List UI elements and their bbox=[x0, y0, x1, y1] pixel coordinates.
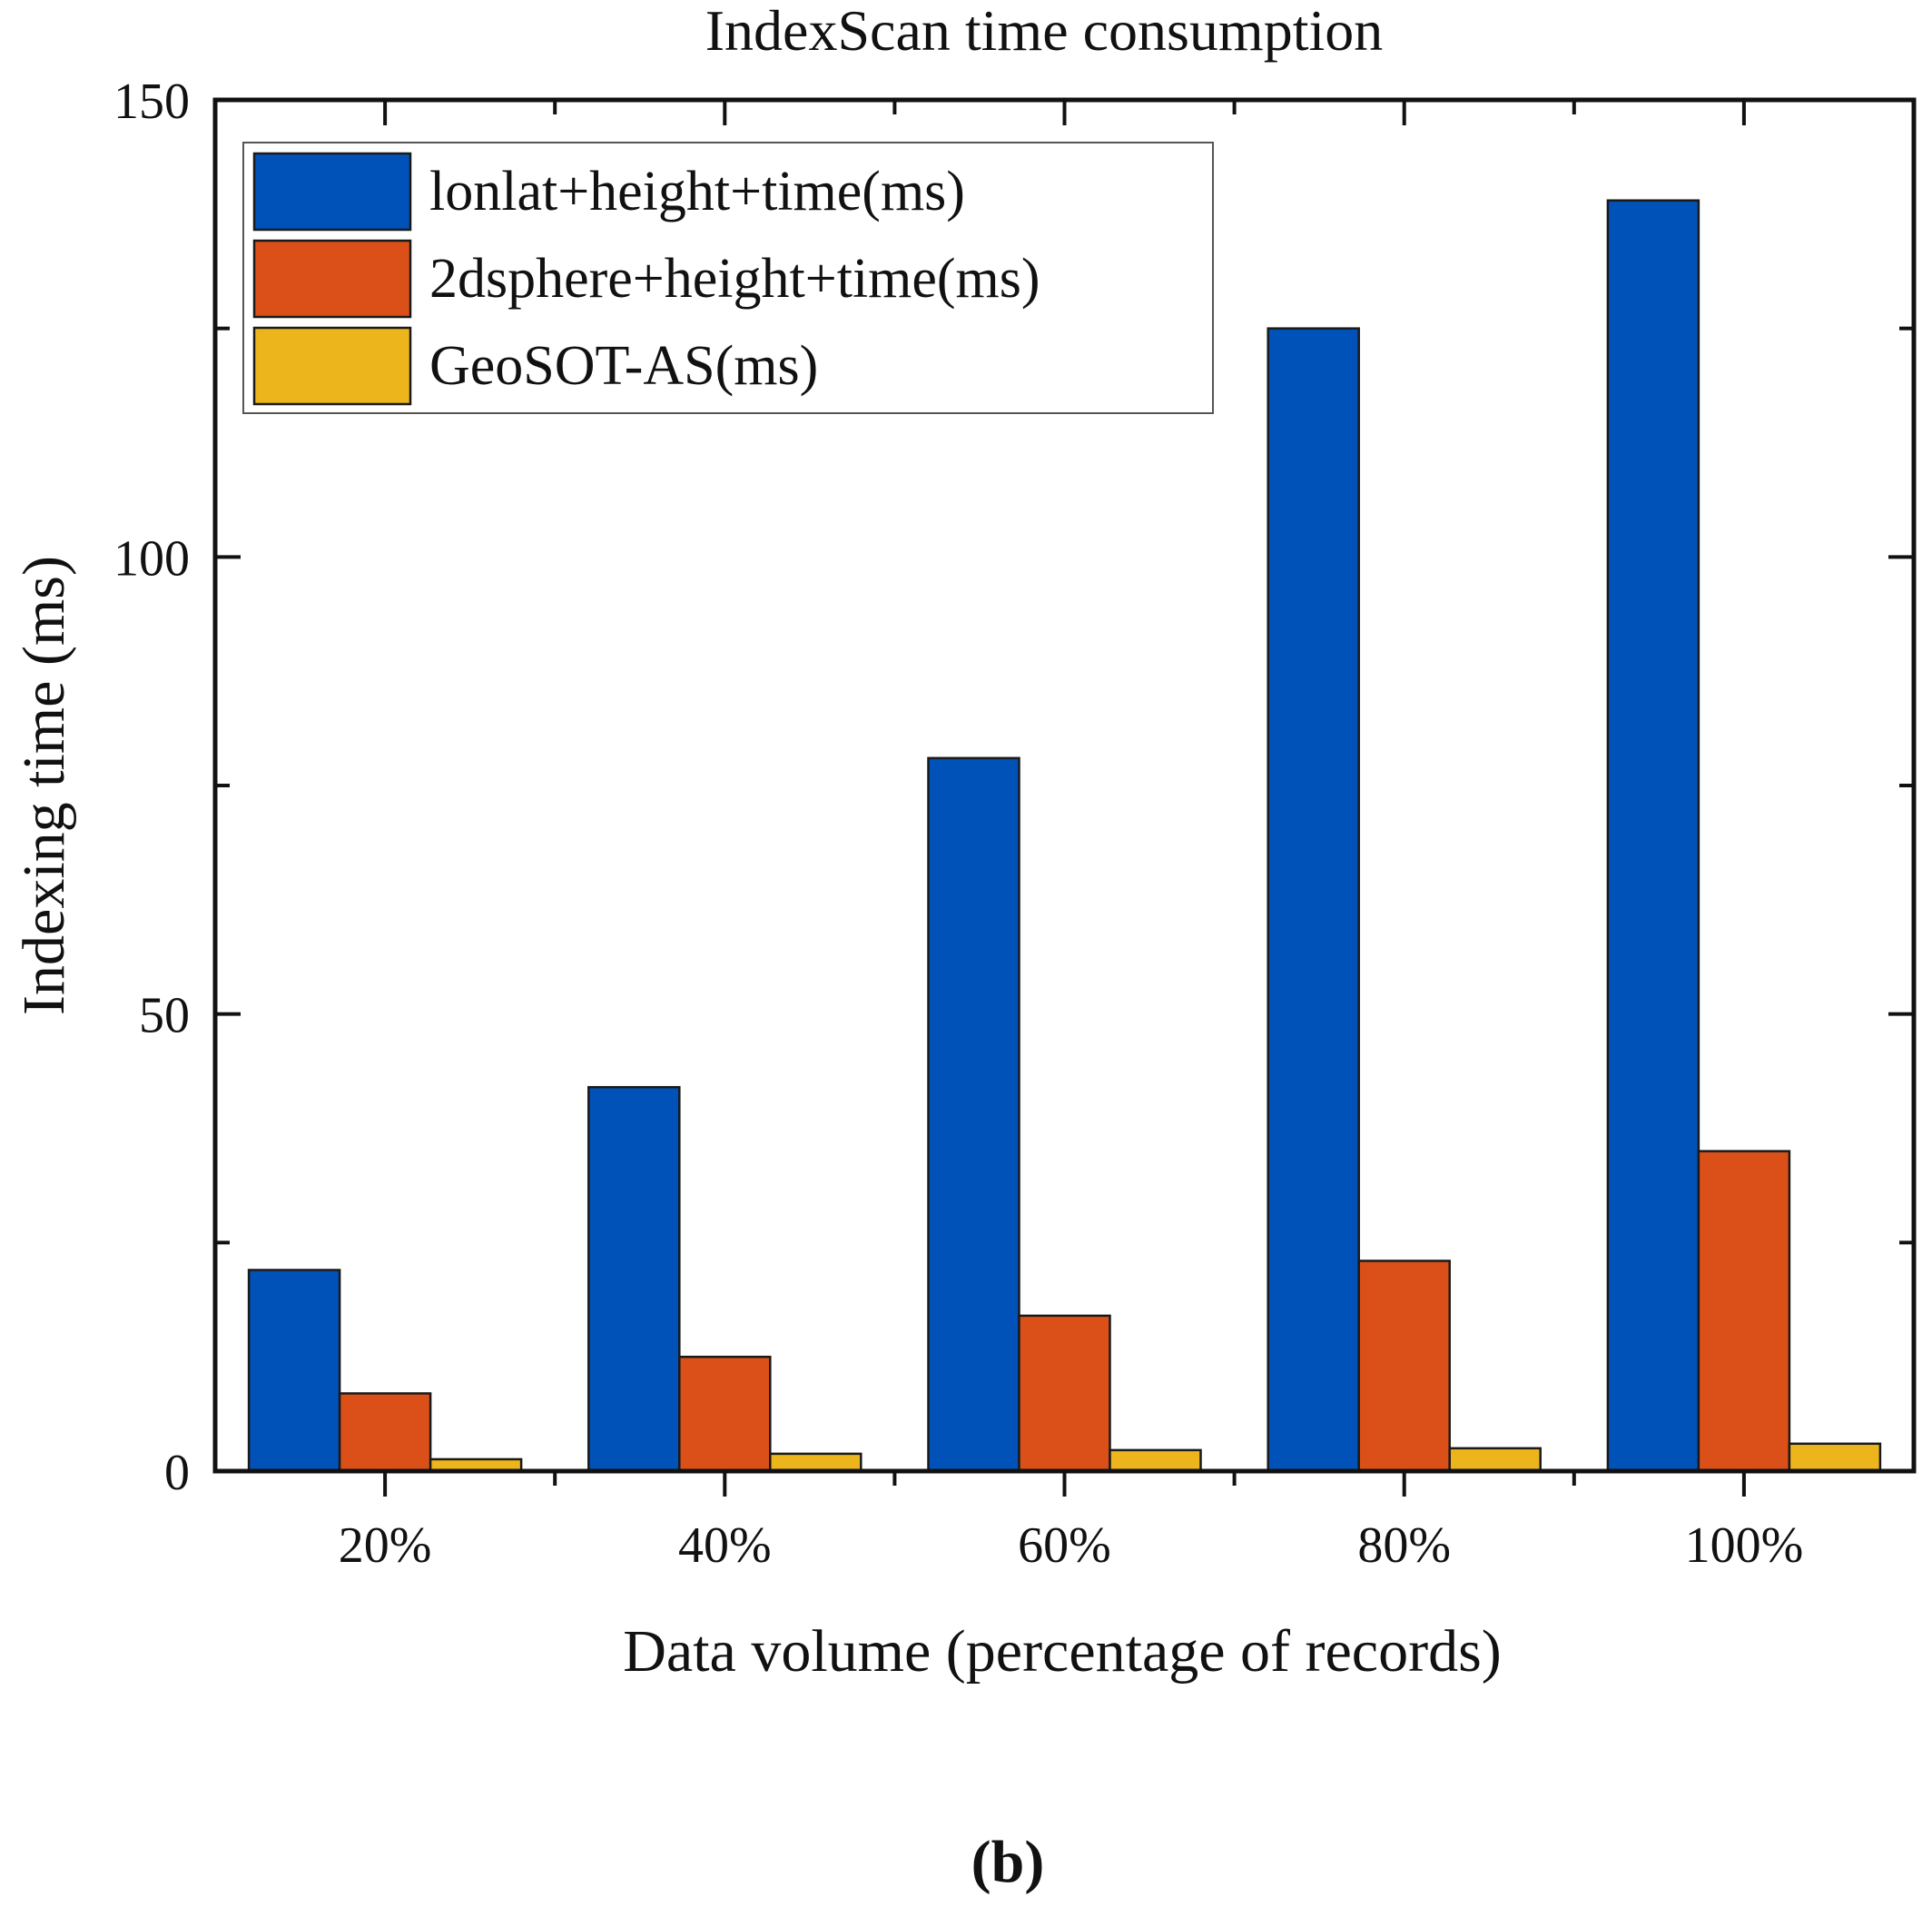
legend-label-3: GeoSOT-AS(ms) bbox=[429, 335, 818, 397]
x-tick-label: 60% bbox=[1018, 1517, 1111, 1574]
bar-series3-60pct bbox=[1109, 1448, 1202, 1473]
bar-series2-40pct bbox=[678, 1355, 772, 1473]
bar-series1-20pct bbox=[247, 1269, 341, 1473]
bar-series2-100pct bbox=[1697, 1150, 1791, 1473]
y-tick-label: 0 bbox=[164, 1445, 190, 1501]
legend-swatch-3 bbox=[252, 326, 412, 406]
legend-label-1: lonlat+height+time(ms) bbox=[429, 161, 965, 222]
figure-caption: (b) bbox=[971, 1829, 1045, 1895]
bar-series3-100pct bbox=[1788, 1442, 1882, 1473]
x-tick-label: 40% bbox=[678, 1517, 772, 1574]
bar-series2-60pct bbox=[1018, 1314, 1111, 1473]
y-tick-label: 150 bbox=[113, 74, 190, 130]
y-tick-label: 100 bbox=[113, 530, 190, 587]
bar-series2-20pct bbox=[338, 1392, 432, 1473]
bar-series2-80pct bbox=[1357, 1260, 1451, 1473]
x-tick-label: 100% bbox=[1685, 1517, 1804, 1574]
bar-series3-40pct bbox=[769, 1452, 862, 1473]
x-axis-label: Data volume (percentage of records) bbox=[623, 1618, 1502, 1685]
y-axis-label: Indexing time (ms) bbox=[11, 556, 77, 1015]
legend-label-2: 2dsphere+height+time(ms) bbox=[429, 248, 1040, 310]
bar-series1-60pct bbox=[927, 756, 1020, 1473]
bar-series3-80pct bbox=[1448, 1447, 1542, 1473]
chart-title: IndexScan time consumption bbox=[705, 0, 1384, 63]
bar-series1-80pct bbox=[1267, 327, 1360, 1473]
x-tick-label: 20% bbox=[339, 1517, 432, 1574]
legend-swatch-1 bbox=[252, 152, 412, 232]
bar-series1-40pct bbox=[587, 1085, 681, 1473]
y-tick-label: 50 bbox=[139, 988, 190, 1044]
bar-series1-100pct bbox=[1606, 199, 1700, 1473]
x-tick-label: 80% bbox=[1357, 1517, 1451, 1574]
legend-swatch-2 bbox=[252, 239, 412, 319]
